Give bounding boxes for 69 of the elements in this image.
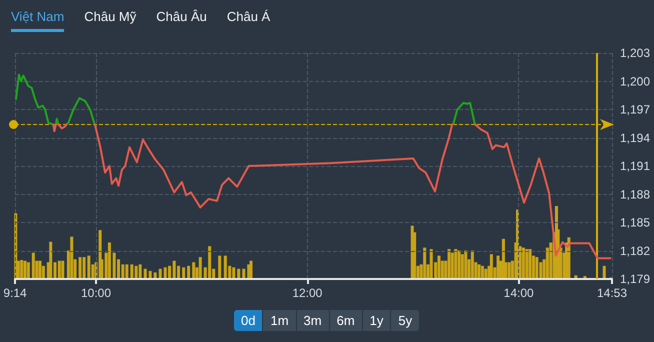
y-tick-label: 1,188 <box>620 187 650 202</box>
bar <box>49 242 52 279</box>
text: 1y <box>362 310 390 331</box>
bar <box>182 267 186 279</box>
x-tick-label: 14:53 <box>596 286 628 300</box>
y-tick-label: 1,200 <box>620 74 650 88</box>
bar <box>430 249 433 279</box>
bar <box>134 266 138 279</box>
bar <box>24 260 27 279</box>
bar <box>192 262 196 279</box>
bar <box>232 267 236 279</box>
text: 3m <box>296 310 329 331</box>
bar <box>70 236 74 279</box>
bar <box>138 264 142 279</box>
text: 6m <box>330 310 362 331</box>
x-tick-label: 10:00 <box>80 286 112 300</box>
bar <box>528 249 532 279</box>
bar <box>26 262 30 279</box>
bar <box>490 254 493 279</box>
text: 1m <box>263 310 296 331</box>
text: Châu Á <box>226 9 270 26</box>
bar <box>87 256 90 279</box>
bar <box>470 250 474 279</box>
bar <box>454 249 458 279</box>
x-tick-label: 12:00 <box>292 286 323 300</box>
bar <box>437 256 440 279</box>
bar <box>508 262 511 279</box>
x-tick-label: 14:00 <box>504 286 534 300</box>
bar <box>224 256 227 279</box>
bar <box>218 256 222 279</box>
bar <box>198 257 202 279</box>
y-tick-label: 1,191 <box>620 159 650 173</box>
bar <box>20 260 24 279</box>
bar <box>450 252 454 279</box>
y-tick-label: 1,197 <box>620 102 650 116</box>
bar <box>602 266 606 279</box>
y-tick-label: 1,182 <box>620 244 650 258</box>
bar <box>448 249 451 279</box>
bar <box>460 254 464 279</box>
bar <box>32 252 35 279</box>
y-tick-label: 1,203 <box>620 46 650 60</box>
bar <box>130 264 134 279</box>
bar <box>208 246 212 279</box>
bar <box>187 266 190 279</box>
bar <box>496 256 500 279</box>
bar <box>38 260 42 279</box>
bar <box>535 257 538 279</box>
bar <box>423 248 426 279</box>
bar <box>458 250 461 279</box>
bar <box>78 257 82 279</box>
bar <box>464 250 468 279</box>
y-tick-label: 1,179 <box>620 272 650 286</box>
text: Việt Nam <box>11 9 64 32</box>
bar <box>82 257 86 279</box>
bar <box>125 264 128 279</box>
text: Châu Âu <box>156 9 207 26</box>
bar <box>58 260 61 279</box>
bar <box>478 264 481 279</box>
text: 0d <box>234 310 262 331</box>
y-tick-label: 1,194 <box>620 130 650 145</box>
bar <box>250 260 253 279</box>
bar <box>480 266 484 279</box>
bar <box>61 260 64 279</box>
bar <box>525 249 528 279</box>
text: Châu Mỹ <box>84 9 136 26</box>
text: 5y <box>391 310 420 331</box>
bar <box>522 248 525 279</box>
y-tick-label: 1,185 <box>620 216 650 230</box>
x-tick-label: 9:14 <box>3 286 27 300</box>
